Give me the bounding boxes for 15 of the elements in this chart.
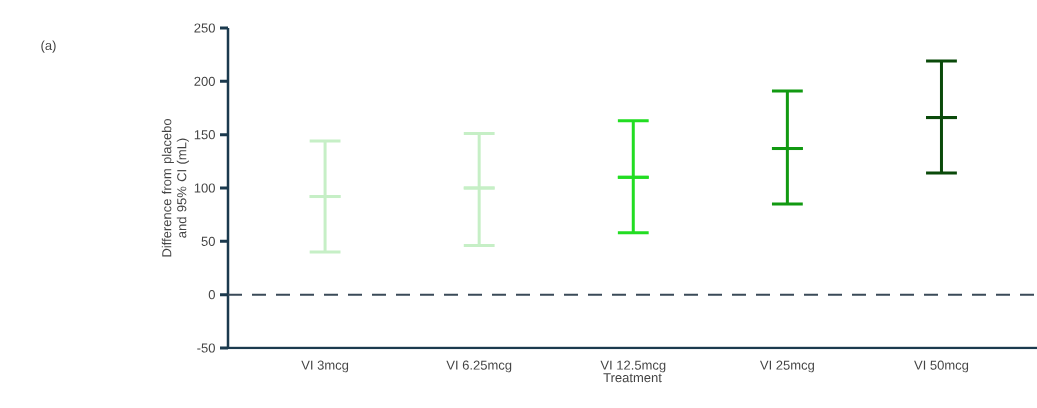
y-tick-label: 250 bbox=[194, 23, 215, 33]
y-tick-label: -50 bbox=[197, 343, 215, 353]
x-axis-title: Treatment bbox=[603, 373, 662, 383]
y-tick-label: 0 bbox=[208, 290, 215, 300]
x-tick-label: VI 12.5mcg bbox=[600, 360, 666, 373]
text: (a) bbox=[41, 40, 56, 53]
x-tick-label: VI 6.25mcg bbox=[446, 360, 512, 373]
y-tick-label: 50 bbox=[201, 236, 215, 246]
x-tick-label: VI 50mcg bbox=[914, 360, 969, 373]
x-tick-label: VI 25mcg bbox=[759, 360, 814, 373]
y-axis-title: Difference from placebo and 95% CI (mL) bbox=[161, 118, 189, 257]
y-tick-label: 150 bbox=[194, 130, 215, 140]
y-tick-label: 100 bbox=[194, 183, 215, 193]
x-tick-label: VI 3mcg bbox=[301, 360, 349, 373]
y-tick-label: 200 bbox=[194, 76, 215, 86]
